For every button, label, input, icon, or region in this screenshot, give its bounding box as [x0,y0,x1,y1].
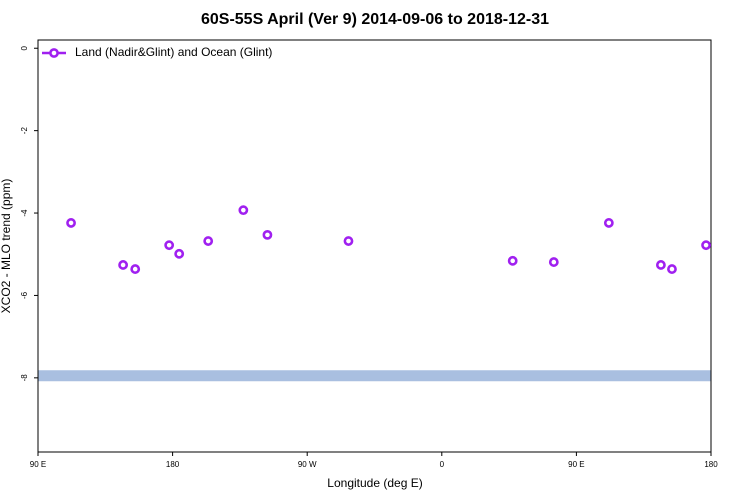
point [130,264,141,274]
point [548,257,559,267]
y-tick-label: -2 [20,127,29,135]
point [164,240,175,251]
point [174,248,185,259]
legend-marker [49,48,59,58]
x-tick-label: 180 [704,460,718,469]
point [118,260,128,270]
point [66,218,76,228]
chart-title: 60S-55S April (Ver 9) 2014-09-06 to 2018… [201,11,549,28]
x-tick-label: 90 E [30,460,46,469]
point [701,240,711,251]
point [655,260,666,270]
y-tick-label: -6 [20,291,29,299]
plot-frame [37,39,712,453]
x-axis-label: Longitude (deg E) [327,476,422,490]
point [203,236,214,246]
point [603,218,614,228]
x-tick-label: 90 W [298,460,317,469]
legend-label: Land (Nadir&Glint) and Ocean (Glint) [75,45,272,59]
point [667,264,677,274]
y-tick-label: 0 [20,45,29,50]
point [507,255,518,266]
point [238,205,249,216]
x-tick-label: 0 [440,460,445,469]
x-tick-label: 90 E [568,460,584,469]
y-tick-label: -8 [20,374,29,382]
point [343,236,354,246]
x-tick-label: 180 [166,460,180,469]
y-tick-label: -4 [20,209,29,217]
y-axis-label: XCO2 - MLO trend (ppm) [0,179,13,314]
point [262,229,273,240]
